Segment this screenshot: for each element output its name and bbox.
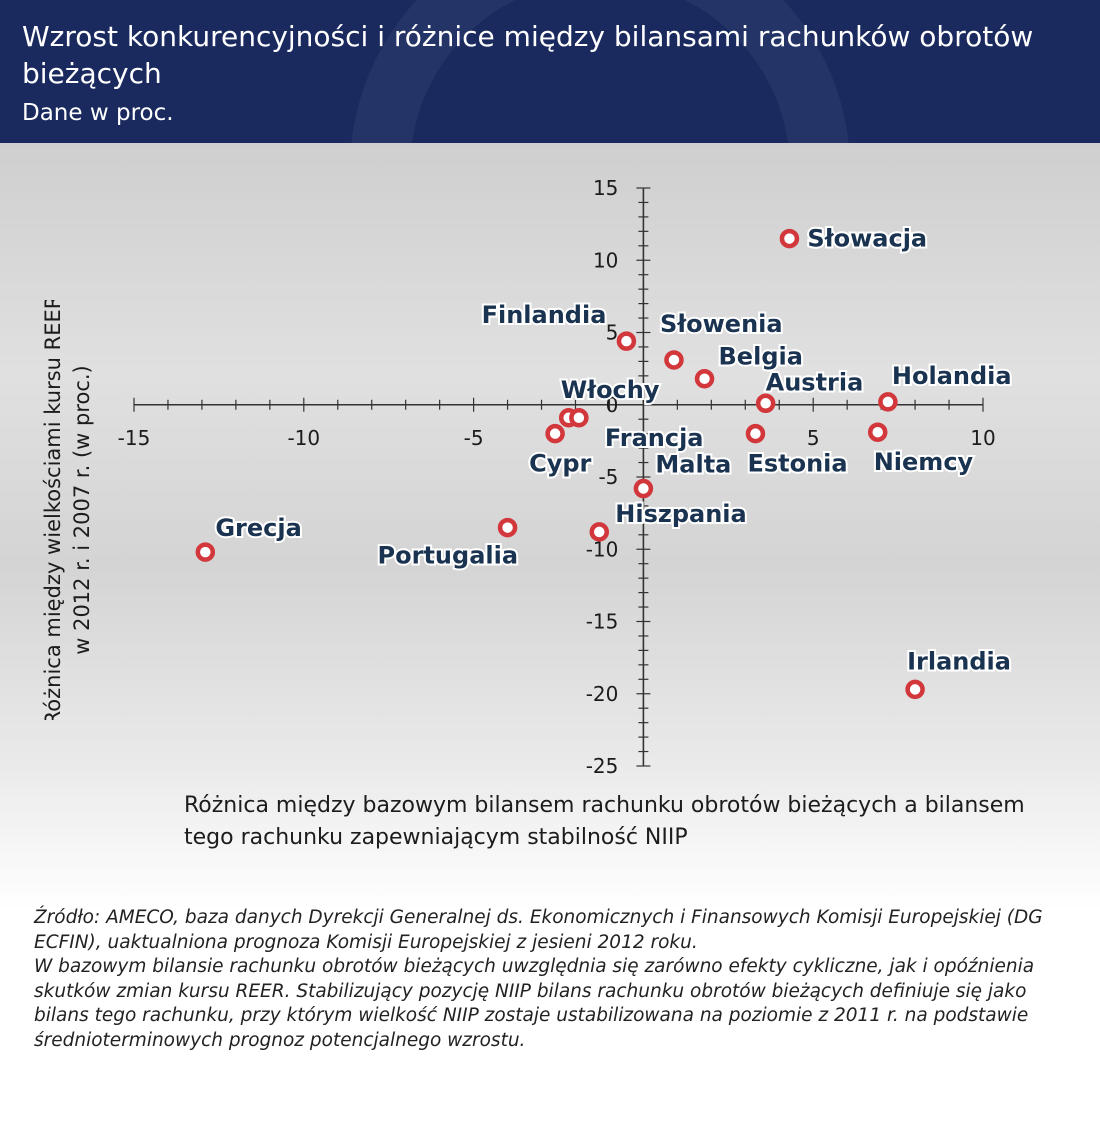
data-point-grecja: Grecja bbox=[195, 512, 304, 562]
data-point-irlandia: Irlandia bbox=[905, 645, 1013, 700]
data-point-hiszpania: Hiszpania bbox=[589, 498, 749, 542]
chart-title: Wzrost konkurencyjności i różnice między… bbox=[22, 20, 1034, 90]
point-label: Holandia bbox=[892, 362, 1012, 390]
y-tick-label: -25 bbox=[586, 754, 619, 778]
point-marker bbox=[755, 393, 776, 414]
y-axis-label-line-2: w 2012 r. i 2007 r. (w proc.) bbox=[70, 365, 94, 655]
x-axis-label: Różnica między bazowym bilansem rachunku… bbox=[184, 793, 1025, 850]
point-label: Włochy bbox=[561, 376, 660, 404]
chart-ticks: -15 -10 -5 5 10 15 10 5 0 -5 -10 -15 -20 -25 bbox=[118, 176, 996, 778]
data-point-austria: Austria bbox=[755, 366, 865, 414]
point-label: Austria bbox=[766, 368, 864, 396]
point-marker bbox=[497, 517, 518, 538]
data-point-portugalia: Portugalia bbox=[376, 517, 520, 572]
point-marker bbox=[545, 423, 565, 444]
y-tick-label: -10 bbox=[586, 537, 619, 561]
point-label: Słowacja bbox=[807, 225, 927, 253]
point-marker bbox=[195, 542, 216, 562]
y-tick-label: 15 bbox=[593, 176, 618, 200]
source-note: Źródło: AMECO, baza danych Dyrekcji Gene… bbox=[34, 907, 1043, 953]
x-tick-label: -10 bbox=[287, 426, 320, 450]
scatter-chart: -15 -10 -5 5 10 15 10 5 0 -5 -10 -15 -20 -25 Słowacja… bbox=[118, 176, 1014, 778]
y-tick-label: -20 bbox=[586, 682, 619, 706]
y-tick-label: 0 bbox=[606, 393, 619, 417]
point-label: Cypr bbox=[529, 450, 591, 478]
data-point-francja: Francja bbox=[569, 408, 706, 454]
point-label: Malta bbox=[655, 451, 731, 479]
point-marker bbox=[905, 679, 925, 700]
point-label: Słowenia bbox=[660, 310, 783, 338]
chart-axes bbox=[133, 187, 984, 767]
data-point-estonia: Estonia bbox=[745, 423, 850, 480]
point-label: Finlandia bbox=[482, 301, 607, 329]
data-point-finlandia: Finlandia bbox=[480, 299, 637, 351]
point-marker bbox=[694, 368, 715, 389]
point-marker bbox=[616, 331, 637, 351]
y-axis-label-box: Różnica między wielkościami kursu REER w… bbox=[41, 300, 94, 720]
point-marker bbox=[589, 522, 610, 542]
x-tick-label: 10 bbox=[970, 426, 995, 450]
footnote: Źródło: AMECO, baza danych Dyrekcji Gene… bbox=[34, 906, 1074, 1054]
y-tick-label: 5 bbox=[606, 321, 619, 345]
office-background-photo bbox=[0, 143, 1100, 910]
point-marker bbox=[745, 423, 766, 444]
point-label: Irlandia bbox=[907, 647, 1011, 675]
point-marker bbox=[633, 478, 654, 499]
point-marker bbox=[569, 408, 589, 428]
y-tick-label: 10 bbox=[593, 248, 618, 272]
point-label: Francja bbox=[605, 424, 704, 452]
y-axis-label-line-1: Różnica między wielkościami kursu REER bbox=[41, 300, 65, 720]
data-point-belgia: Belgia bbox=[694, 341, 805, 389]
data-point-holandia: Holandia bbox=[878, 360, 1014, 412]
point-marker bbox=[779, 228, 800, 249]
point-marker bbox=[664, 350, 684, 370]
point-label: Hiszpania bbox=[615, 500, 746, 528]
point-label: Niemcy bbox=[874, 448, 974, 476]
methodology-note: W bazowym bilansie rachunku obrotów bież… bbox=[34, 956, 1035, 1051]
y-tick-label: -5 bbox=[598, 465, 618, 489]
x-tick-label: 5 bbox=[807, 426, 820, 450]
point-label: Belgia bbox=[719, 343, 803, 371]
x-tick-label: -15 bbox=[118, 426, 151, 450]
chart-subtitle: Dane w proc. bbox=[22, 100, 174, 126]
point-marker bbox=[878, 392, 898, 412]
data-point-slowenia: Słowenia bbox=[658, 308, 785, 370]
data-point-malta: Malta bbox=[633, 449, 733, 499]
header-banner: Wzrost konkurencyjności i różnice między… bbox=[0, 0, 1100, 143]
data-point-slowacja: Słowacja bbox=[779, 223, 929, 255]
y-tick-label: -15 bbox=[586, 610, 619, 634]
data-point-cypr: Cypr bbox=[527, 423, 594, 480]
data-point-niemcy: Niemcy bbox=[867, 422, 976, 478]
point-label: Estonia bbox=[747, 450, 847, 478]
x-tick-label: -5 bbox=[464, 426, 484, 450]
point-label: Grecja bbox=[215, 514, 301, 542]
point-label: Portugalia bbox=[378, 542, 519, 570]
point-marker bbox=[867, 422, 888, 442]
data-point-wlochy: Włochy bbox=[559, 374, 662, 428]
